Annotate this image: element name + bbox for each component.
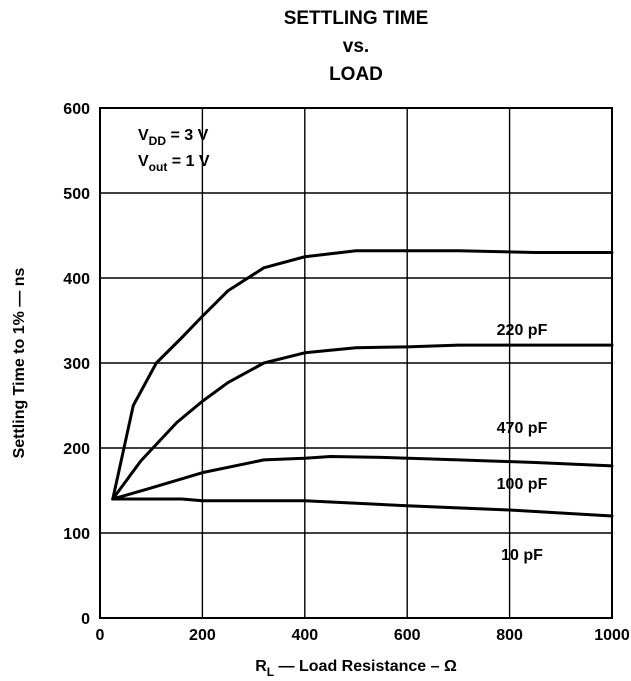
- annotation-vdd-rest: = 3 V: [166, 127, 209, 144]
- x-tick-label: 400: [291, 627, 318, 644]
- x-axis-label-main: R: [255, 658, 267, 675]
- y-tick-label: 600: [63, 101, 90, 118]
- annotation-vout-rest: = 1 V: [167, 153, 210, 170]
- chart-title-line2: vs.: [342, 36, 370, 57]
- annotation-vout-sub: out: [149, 160, 168, 174]
- series-line: [111, 249, 614, 501]
- series-label: 10 pF: [501, 547, 543, 564]
- annotation-vout: Vout = 1 V: [138, 153, 210, 174]
- grid: [100, 108, 612, 618]
- series-labels: 470 pF 220 pF 100 pF 10 pF: [497, 322, 548, 564]
- x-axis-label: RL — Load Resistance – Ω: [255, 658, 457, 679]
- y-tick-labels: 0 100 200 300 400 500 600: [63, 101, 90, 628]
- series-lines: [111, 249, 614, 518]
- x-tick-label: 1000: [594, 627, 630, 644]
- y-tick-label: 0: [81, 611, 90, 628]
- annotation-vdd-sub: DD: [149, 134, 167, 148]
- x-axis-label-rest: — Load Resistance – Ω: [274, 658, 457, 675]
- x-tick-label: 800: [496, 627, 523, 644]
- series-label: 100 pF: [497, 476, 548, 493]
- annotation-vdd: VDD = 3 V: [138, 127, 209, 148]
- series-line: [111, 455, 614, 501]
- x-tick-label: 0: [96, 627, 105, 644]
- plot-frame: [99, 107, 613, 619]
- chart-title-line1: SETTLING TIME: [283, 8, 429, 29]
- annotation-vdd-main: V: [138, 127, 149, 144]
- series-label: 220 pF: [497, 322, 548, 339]
- x-tick-label: 200: [189, 627, 216, 644]
- y-axis-label: Settling Time to 1% — ns: [11, 267, 28, 458]
- y-tick-label: 400: [63, 271, 90, 288]
- y-tick-label: 200: [63, 441, 90, 458]
- series-line: [111, 343, 614, 501]
- x-tick-label: 600: [394, 627, 421, 644]
- series-label: 470 pF: [497, 420, 548, 437]
- x-tick-labels: 0 200 400 600 800 1000: [96, 627, 630, 644]
- chart-title-line3: LOAD: [329, 64, 383, 85]
- series-line: [111, 497, 614, 518]
- annotation-vout-main: V: [138, 153, 149, 170]
- y-tick-label: 500: [63, 186, 90, 203]
- x-axis-label-sub: L: [267, 665, 274, 679]
- y-tick-label: 300: [63, 356, 90, 373]
- y-tick-label: 100: [63, 526, 90, 543]
